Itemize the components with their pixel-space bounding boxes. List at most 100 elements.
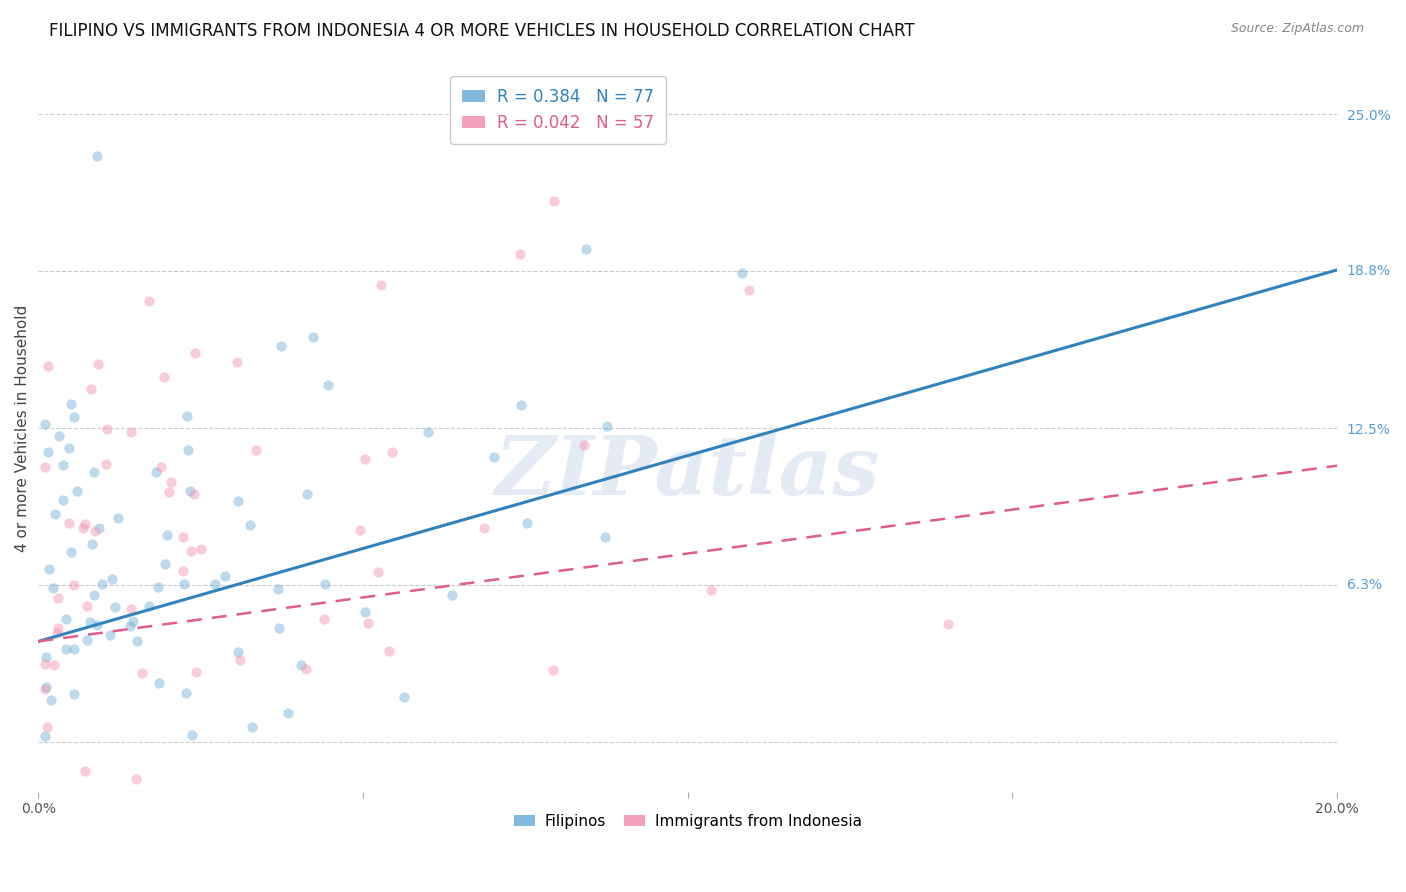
Point [107, 511, 129, 525]
Point [156, 528, 179, 542]
Point [83, 465, 105, 479]
Point [155, 558, 177, 572]
Point [138, 293, 160, 308]
Point [595, 530, 617, 544]
Point [46, 626, 69, 640]
Point [184, 665, 207, 680]
Point [84, 524, 107, 538]
Point [121, 614, 143, 628]
Point [516, 516, 538, 530]
Point [55, 641, 77, 656]
Point [131, 665, 153, 680]
Point [172, 530, 194, 544]
Point [63, 410, 86, 425]
Point [120, 619, 142, 633]
Point [181, 728, 204, 742]
Point [91, 577, 114, 591]
Point [63, 687, 86, 701]
Point [87, 521, 110, 535]
Point [60, 797, 83, 812]
Point [174, 686, 197, 700]
Point [35, 680, 58, 694]
Point [226, 645, 249, 659]
Point [127, 633, 149, 648]
Point [98, 628, 121, 642]
Point [83, 588, 105, 602]
Point [153, 370, 176, 384]
Point [73, 764, 96, 778]
Point [176, 442, 198, 457]
Point [510, 398, 533, 412]
Point [46, 622, 69, 636]
Point [184, 346, 207, 360]
Point [290, 657, 312, 672]
Point [62, 642, 84, 657]
Point [699, 583, 721, 598]
Point [301, 330, 323, 344]
Point [76, 599, 98, 613]
Point [145, 465, 167, 479]
Point [52, 458, 75, 472]
Point [86, 618, 108, 632]
Point [120, 602, 142, 616]
Point [125, 772, 148, 787]
Point [183, 487, 205, 501]
Point [270, 339, 292, 353]
Point [370, 278, 392, 293]
Text: Source: ZipAtlas.com: Source: ZipAtlas.com [1230, 22, 1364, 36]
Point [37, 359, 59, 373]
Point [176, 409, 198, 424]
Point [42, 657, 65, 672]
Point [39, 693, 62, 707]
Point [63, 578, 86, 592]
Point [277, 706, 299, 721]
Point [103, 599, 125, 614]
Point [37, 445, 59, 459]
Point [55, 612, 77, 626]
Point [392, 690, 415, 705]
Point [46, 591, 69, 605]
Point [172, 564, 194, 578]
Point [66, 484, 89, 499]
Point [73, 516, 96, 531]
Point [179, 484, 201, 499]
Point [314, 576, 336, 591]
Point [44, 507, 66, 521]
Point [35, 720, 58, 734]
Point [59, 397, 82, 411]
Point [34, 657, 56, 671]
Point [574, 242, 596, 256]
Point [367, 565, 389, 579]
Point [34, 417, 56, 432]
Point [157, 485, 180, 500]
Point [160, 475, 183, 489]
Point [738, 283, 761, 297]
Point [86, 149, 108, 163]
Point [354, 605, 377, 619]
Point [146, 580, 169, 594]
Point [52, 492, 75, 507]
Point [267, 621, 290, 635]
Point [416, 425, 439, 439]
Point [138, 599, 160, 613]
Point [349, 523, 371, 537]
Point [79, 383, 101, 397]
Y-axis label: 4 or more Vehicles in Household: 4 or more Vehicles in Household [15, 304, 30, 551]
Point [482, 450, 505, 464]
Point [472, 521, 495, 535]
Point [179, 544, 201, 558]
Point [60, 544, 83, 558]
Legend: Filipinos, Immigrants from Indonesia: Filipinos, Immigrants from Indonesia [508, 808, 868, 835]
Point [318, 378, 340, 392]
Point [267, 582, 290, 596]
Point [94, 457, 117, 471]
Point [240, 720, 263, 734]
Point [34, 797, 56, 812]
Point [226, 355, 249, 369]
Point [543, 194, 565, 208]
Point [38, 562, 60, 576]
Text: ZIPatlas: ZIPatlas [495, 432, 880, 512]
Text: FILIPINO VS IMMIGRANTS FROM INDONESIA 4 OR MORE VEHICLES IN HOUSEHOLD CORRELATIO: FILIPINO VS IMMIGRANTS FROM INDONESIA 4 … [49, 22, 915, 40]
Point [596, 419, 619, 434]
Point [314, 612, 336, 626]
